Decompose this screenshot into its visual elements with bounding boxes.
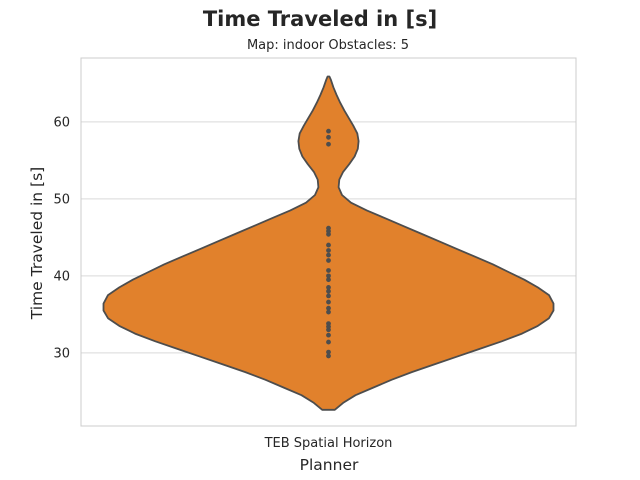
data-point [326, 128, 331, 134]
data-point [326, 339, 331, 345]
data-point [326, 141, 331, 147]
x-tick-label: TEB Spatial Horizon [264, 436, 393, 451]
data-points [326, 128, 331, 359]
y-tick-label: 60 [53, 115, 70, 130]
data-point [326, 299, 331, 305]
y-tick-labels: 30 40 50 60 [53, 115, 70, 361]
data-point [326, 288, 331, 294]
data-point [326, 225, 331, 231]
y-axis-label: Time Traveled in [s] [28, 167, 46, 320]
x-axis-label: Planner [300, 456, 359, 474]
data-point [326, 134, 331, 140]
plot-frame [80, 57, 577, 427]
y-tick-label: 30 [53, 346, 70, 361]
data-point [326, 248, 331, 253]
data-point [326, 252, 331, 258]
data-point [326, 258, 331, 263]
y-tick-label: 40 [53, 269, 70, 284]
data-point [326, 285, 331, 290]
data-point [326, 273, 331, 279]
chart-subtitle: Map: indoor Obstacles: 5 [247, 38, 409, 53]
chart-title: Time Traveled in [s] [203, 7, 437, 31]
data-point [326, 309, 331, 315]
data-point [326, 268, 331, 273]
data-point [326, 349, 331, 355]
x-tick-labels: TEB Spatial Horizon [264, 436, 393, 451]
data-point [326, 277, 331, 283]
data-point [326, 293, 331, 299]
data-point [326, 321, 331, 327]
data-point [326, 305, 331, 311]
y-tick-label: 50 [53, 192, 70, 207]
data-point [326, 353, 331, 359]
data-point [326, 242, 331, 248]
data-point [326, 332, 331, 338]
